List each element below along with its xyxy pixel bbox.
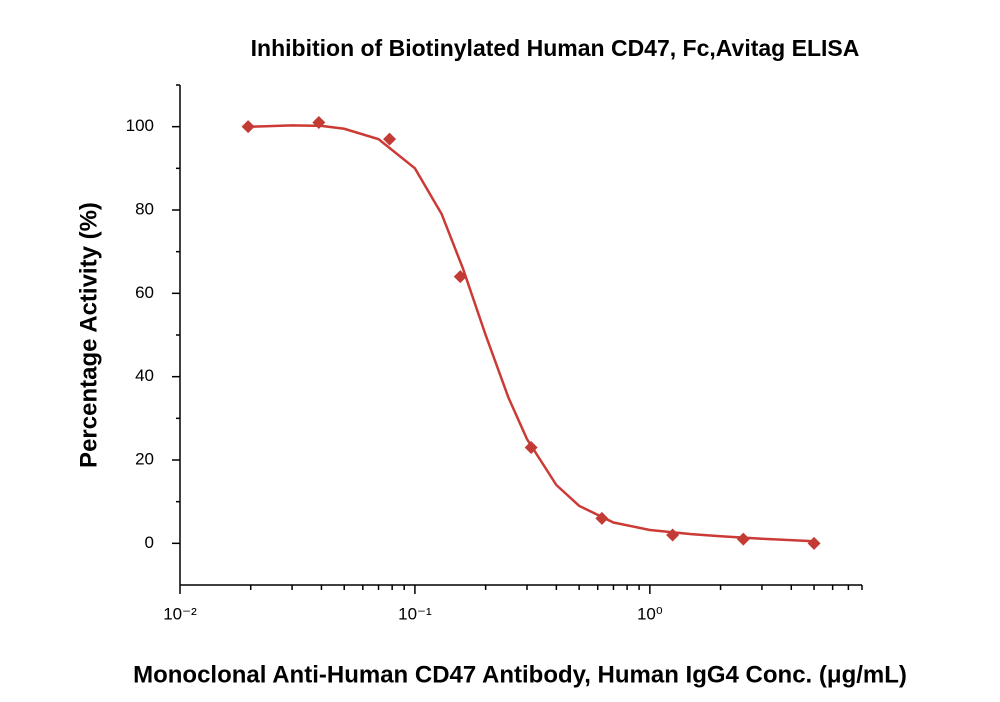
y-tick-label: 0	[145, 533, 154, 552]
x-axis-label: Monoclonal Anti-Human CD47 Antibody, Hum…	[133, 661, 907, 688]
x-tick-label: 10⁻²	[163, 604, 197, 623]
x-tick-label: 10⁰	[637, 604, 663, 623]
data-point	[453, 270, 467, 284]
y-tick-label: 20	[135, 449, 154, 468]
chart-title: Inhibition of Biotinylated Human CD47, F…	[251, 35, 860, 61]
x-tick-label: 10⁻¹	[398, 604, 432, 623]
y-tick-label: 60	[135, 283, 154, 302]
y-axis-label: Percentage Activity (%)	[75, 202, 102, 468]
y-tick-label: 80	[135, 199, 154, 218]
data-point	[312, 116, 326, 129]
data-point	[595, 511, 609, 525]
fit-curve	[250, 124, 815, 543]
y-tick-label: 40	[135, 366, 154, 385]
data-point	[241, 120, 255, 134]
data-point	[383, 132, 397, 146]
data-point	[736, 532, 750, 546]
y-tick-label: 100	[126, 116, 154, 135]
data-point	[666, 528, 680, 542]
data-point	[807, 536, 821, 550]
data-point	[524, 441, 538, 454]
